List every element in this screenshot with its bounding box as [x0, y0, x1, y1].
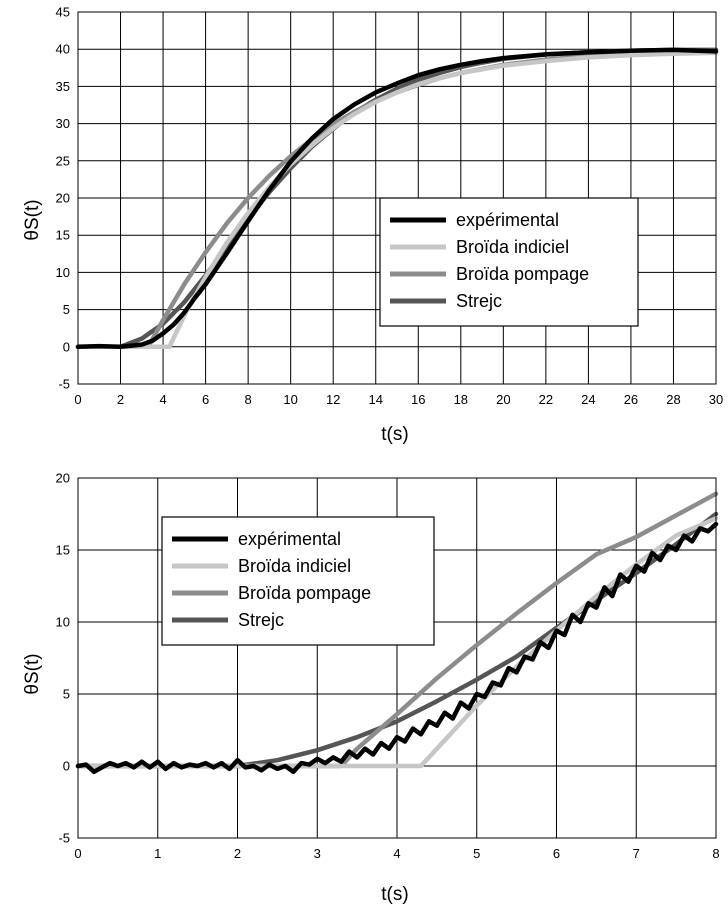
x-tick-label: 0: [74, 846, 81, 861]
x-tick-label: 5: [473, 846, 480, 861]
x-tick-label: 0: [74, 392, 81, 407]
legend-label: Broïda indiciel: [238, 556, 351, 576]
series-line-0: [75, 521, 719, 775]
series-line-1: [75, 50, 719, 350]
series-line-2: [75, 491, 719, 769]
x-tick-label: 3: [314, 846, 321, 861]
y-tick-label: 0: [63, 759, 70, 774]
x-tick-label: 10: [283, 392, 297, 407]
x-tick-label: 2: [117, 392, 124, 407]
y-tick-label: 20: [56, 191, 70, 206]
legend-label: Broïda pompage: [456, 264, 589, 284]
y-tick-label: 0: [63, 339, 70, 354]
y-tick-label: 15: [56, 228, 70, 243]
y-tick-label: -5: [58, 377, 70, 392]
x-tick-label: 14: [368, 392, 382, 407]
x-tick-label: 26: [624, 392, 638, 407]
y-tick-label: 35: [56, 79, 70, 94]
x-tick-label: 30: [709, 392, 723, 407]
series-line-0: [75, 47, 719, 350]
legend-label: Broïda indiciel: [456, 237, 569, 257]
tick-labels: 0 1 2 3 4 5 6 7 8 -5 0 5 10 15 20: [56, 471, 720, 862]
y-tick-label: 10: [56, 615, 70, 630]
y-tick-label: 5: [63, 687, 70, 702]
y-axis-label: θS(t): [22, 653, 43, 694]
x-tick-label: 22: [539, 392, 553, 407]
x-tick-label: 6: [553, 846, 560, 861]
y-tick-label: 20: [56, 471, 70, 486]
x-tick-label: 6: [202, 392, 209, 407]
x-tick-label: 8: [245, 392, 252, 407]
y-tick-label: 25: [56, 153, 70, 168]
legend-label: Strejc: [456, 291, 502, 311]
legend-label: expérimental: [456, 210, 559, 230]
x-tick-label: 12: [326, 392, 340, 407]
legend-label: Strejc: [238, 610, 284, 630]
x-tick-label: 4: [159, 392, 166, 407]
y-tick-label: -5: [58, 831, 70, 846]
x-axis-label: t(s): [381, 424, 408, 445]
y-tick-label: 5: [63, 302, 70, 317]
chart-bottom: 0 1 2 3 4 5 6 7 8 -5 0 5 10 15 20 t(s) θS(t) expérimen…: [22, 471, 720, 906]
chart-top: 0 2 4 6 8 10 12 14 16 18 20 22 24 26 28 30-505101520253…: [22, 5, 724, 446]
x-tick-label: 20: [496, 392, 510, 407]
y-tick-label: 10: [56, 265, 70, 280]
series-lines: [75, 491, 719, 775]
tick-labels: 0 2 4 6 8 10 12 14 16 18 20 22 24 26 28 30-505101520253…: [56, 5, 724, 408]
y-axis-label: θS(t): [22, 199, 43, 240]
x-tick-label: 28: [666, 392, 680, 407]
y-tick-label: 45: [56, 5, 70, 20]
plot-frame: [77, 11, 717, 385]
x-tick-label: 8: [712, 846, 719, 861]
series-lines: [75, 47, 719, 350]
x-tick-label: 18: [454, 392, 468, 407]
y-tick-label: 40: [56, 42, 70, 57]
x-tick-label: 7: [633, 846, 640, 861]
y-tick-label: 30: [56, 116, 70, 131]
plot-frame: [77, 477, 717, 839]
legend-label: expérimental: [238, 529, 341, 549]
x-tick-label: 4: [393, 846, 400, 861]
x-tick-label: 16: [411, 392, 425, 407]
y-tick-label: 15: [56, 543, 70, 558]
x-axis-label: t(s): [381, 884, 408, 905]
legend: expérimental Broïda indiciel Broïda pompag…: [161, 516, 435, 646]
legend: expérimental Broïda indiciel Broïda pompag…: [379, 197, 639, 327]
x-tick-label: 24: [581, 392, 595, 407]
x-tick-label: 1: [154, 846, 161, 861]
legend-label: Broïda pompage: [238, 583, 371, 603]
x-tick-label: 2: [234, 846, 241, 861]
